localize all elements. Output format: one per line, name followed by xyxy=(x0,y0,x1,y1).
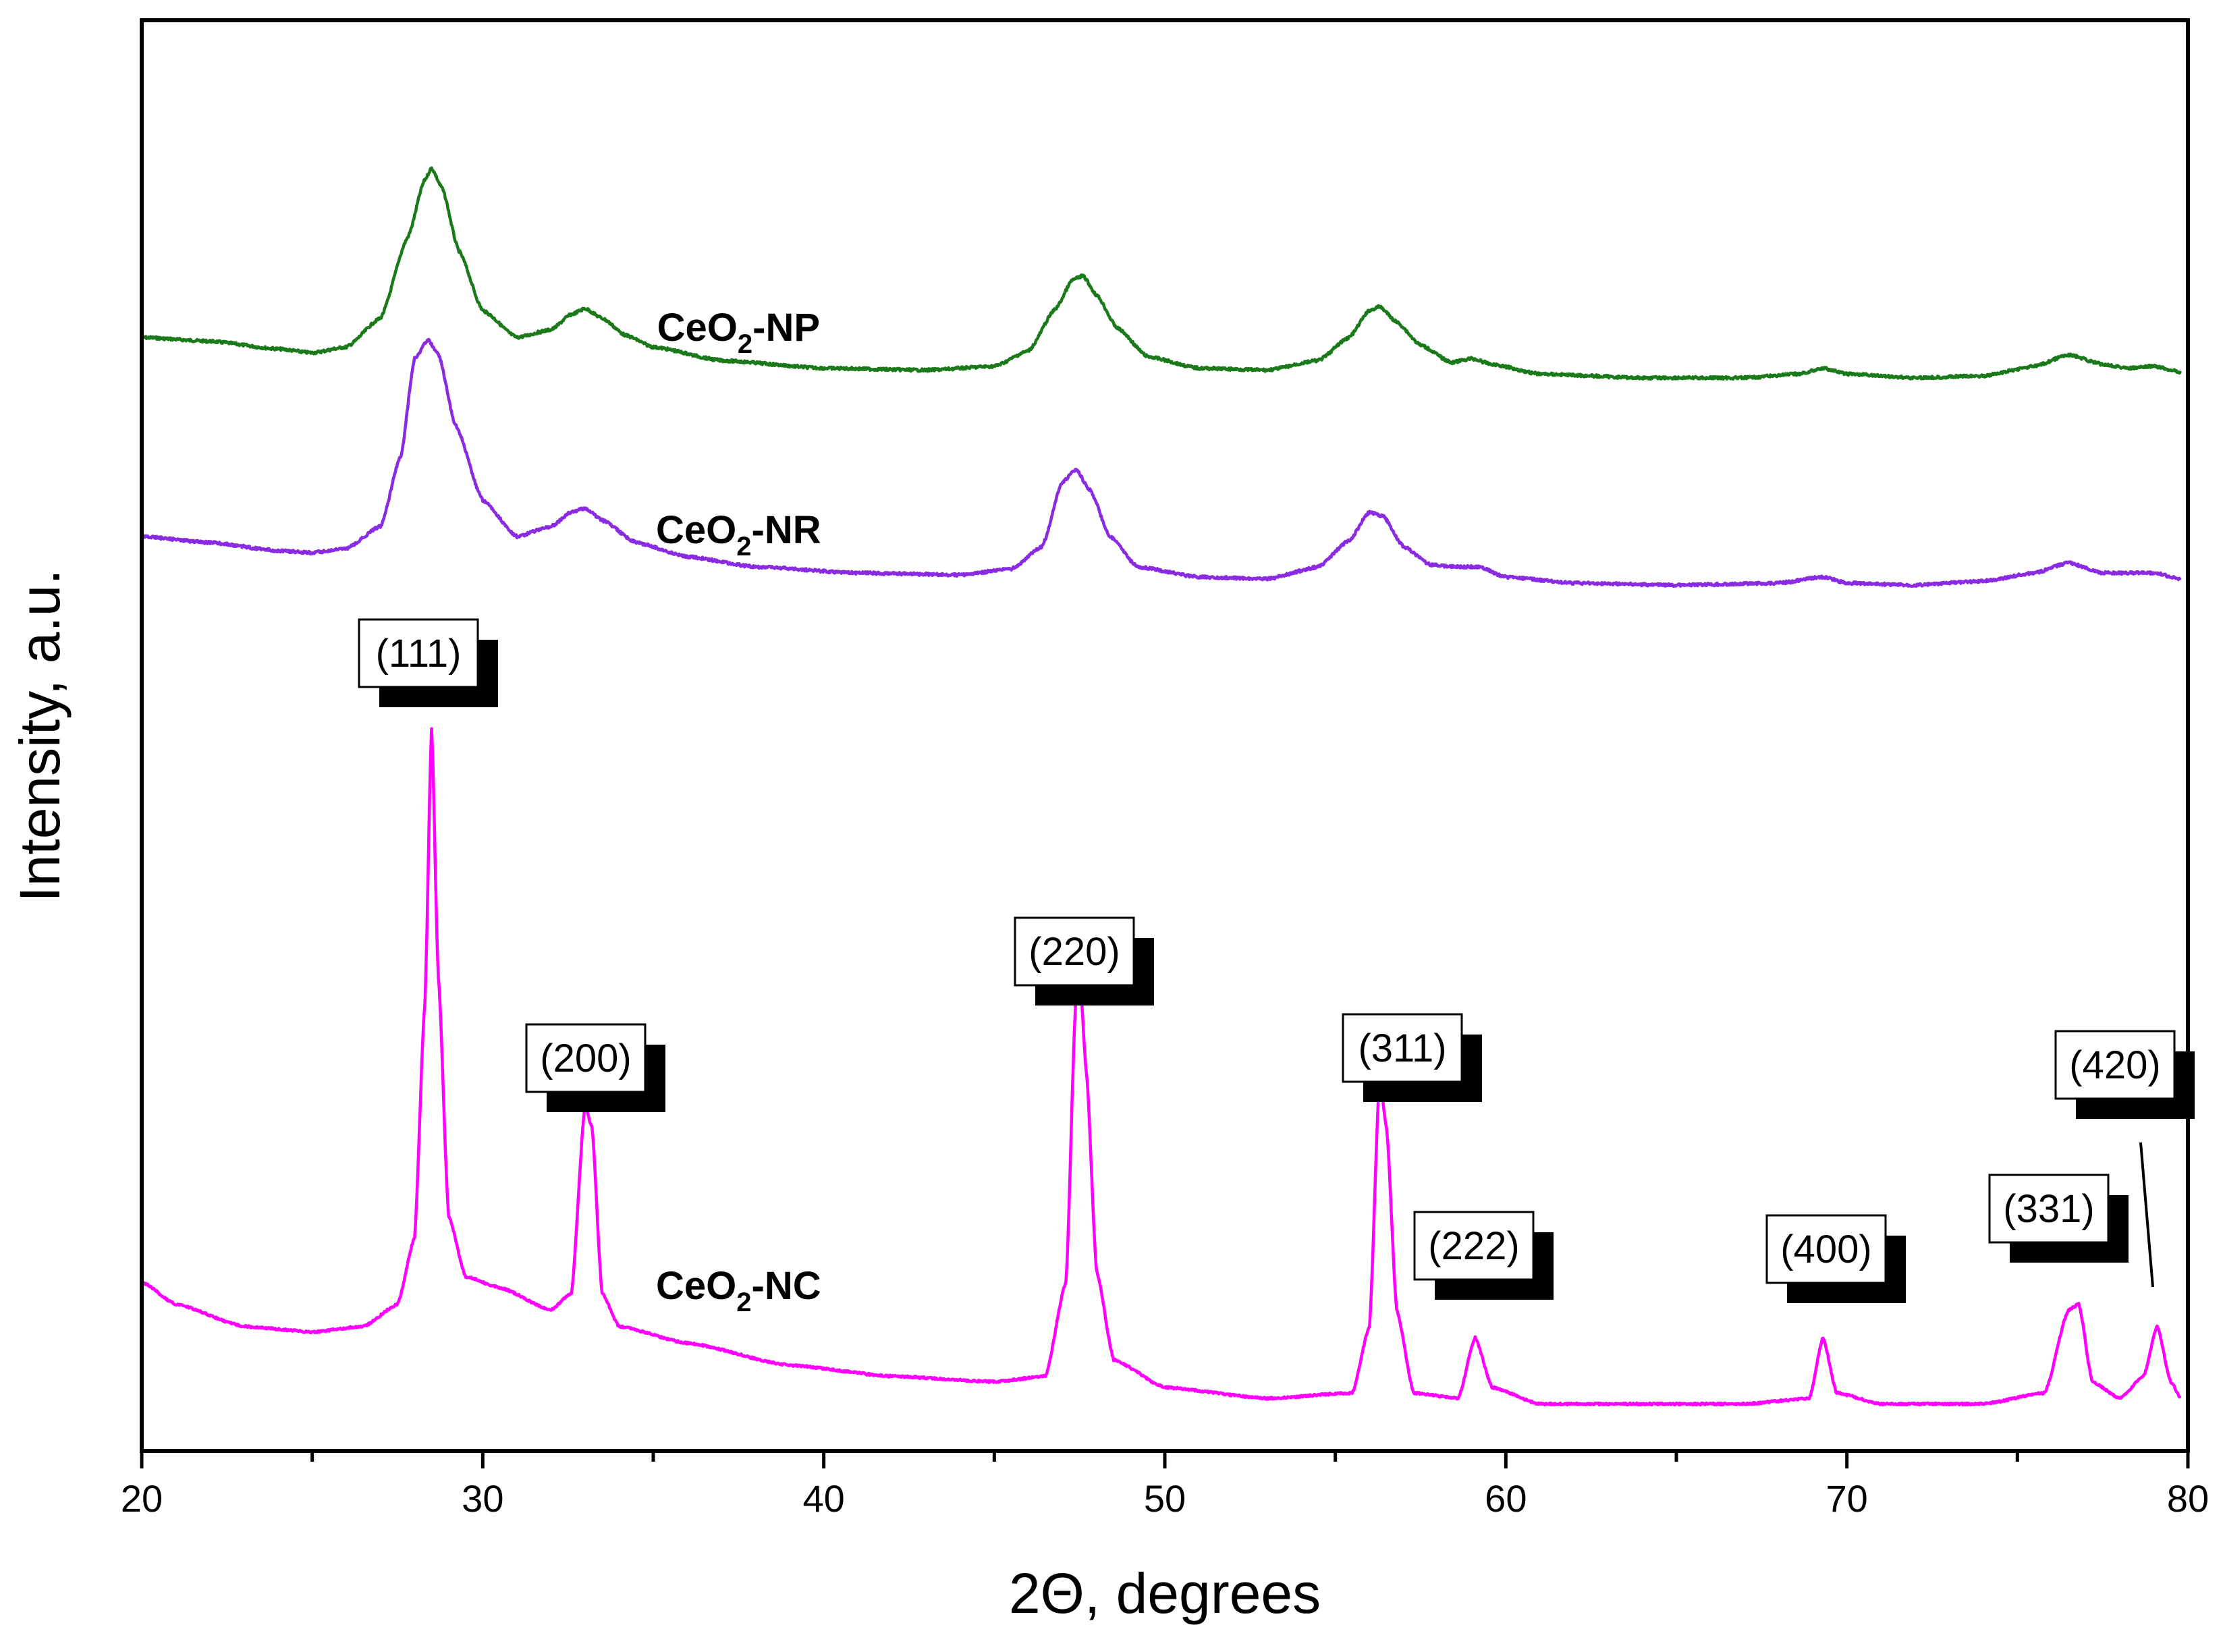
series-line-2 xyxy=(140,337,2182,588)
x-tick-label: 60 xyxy=(1485,1477,1527,1520)
x-tick-label: 70 xyxy=(1826,1477,1868,1520)
x-axis-title: 2Θ, degrees xyxy=(1009,1562,1321,1625)
peak-label-7: (331) xyxy=(1988,1174,2129,1263)
annotation-layer: (111) (200) (220) (311) (222) (400) (331) (420) xyxy=(358,618,2195,1303)
peak-label-text-8: (420) xyxy=(2069,1043,2160,1087)
x-tick-label: 50 xyxy=(1144,1477,1186,1520)
series-line-1 xyxy=(140,166,2183,381)
peak-label-text-1: (111) xyxy=(376,632,462,676)
peak-label-text-4: (311) xyxy=(1358,1026,1446,1070)
x-tick-label: 30 xyxy=(462,1477,503,1520)
x-axis-ticks: 20 30 40 50 60 70 80 xyxy=(121,1451,2209,1520)
peak-label-3: (220) xyxy=(1014,916,1154,1006)
series-line-3 xyxy=(140,727,2182,1407)
peak-label-text-2: (200) xyxy=(540,1037,631,1080)
series-label-2: CeO2-NR xyxy=(656,508,821,561)
peak-leader-line xyxy=(2139,1142,2154,1288)
peak-label-5: (222) xyxy=(1413,1211,1554,1300)
peak-label-text-5: (222) xyxy=(1428,1224,1519,1268)
peak-label-6: (400) xyxy=(1765,1214,1906,1303)
series-label-3: CeO2-NC xyxy=(656,1264,821,1317)
peak-label-8: (420) xyxy=(2054,1030,2195,1119)
x-tick-label: 80 xyxy=(2167,1477,2209,1520)
y-axis-title: Intensity, a.u. xyxy=(8,569,72,902)
series-label-1: CeO2-NP xyxy=(657,306,820,359)
peak-label-2: (200) xyxy=(525,1023,665,1112)
peak-label-4: (311) xyxy=(1342,1013,1482,1102)
peak-label-text-7: (331) xyxy=(2003,1187,2094,1231)
x-tick-label: 20 xyxy=(121,1477,163,1520)
peak-label-text-3: (220) xyxy=(1028,930,1120,974)
peak-label-text-6: (400) xyxy=(1780,1228,1871,1271)
x-tick-label: 40 xyxy=(803,1477,845,1520)
peak-label-1: (111) xyxy=(358,618,498,707)
series-layer: CeO2-NP CeO2-NR CeO2-NC xyxy=(140,166,2183,1407)
